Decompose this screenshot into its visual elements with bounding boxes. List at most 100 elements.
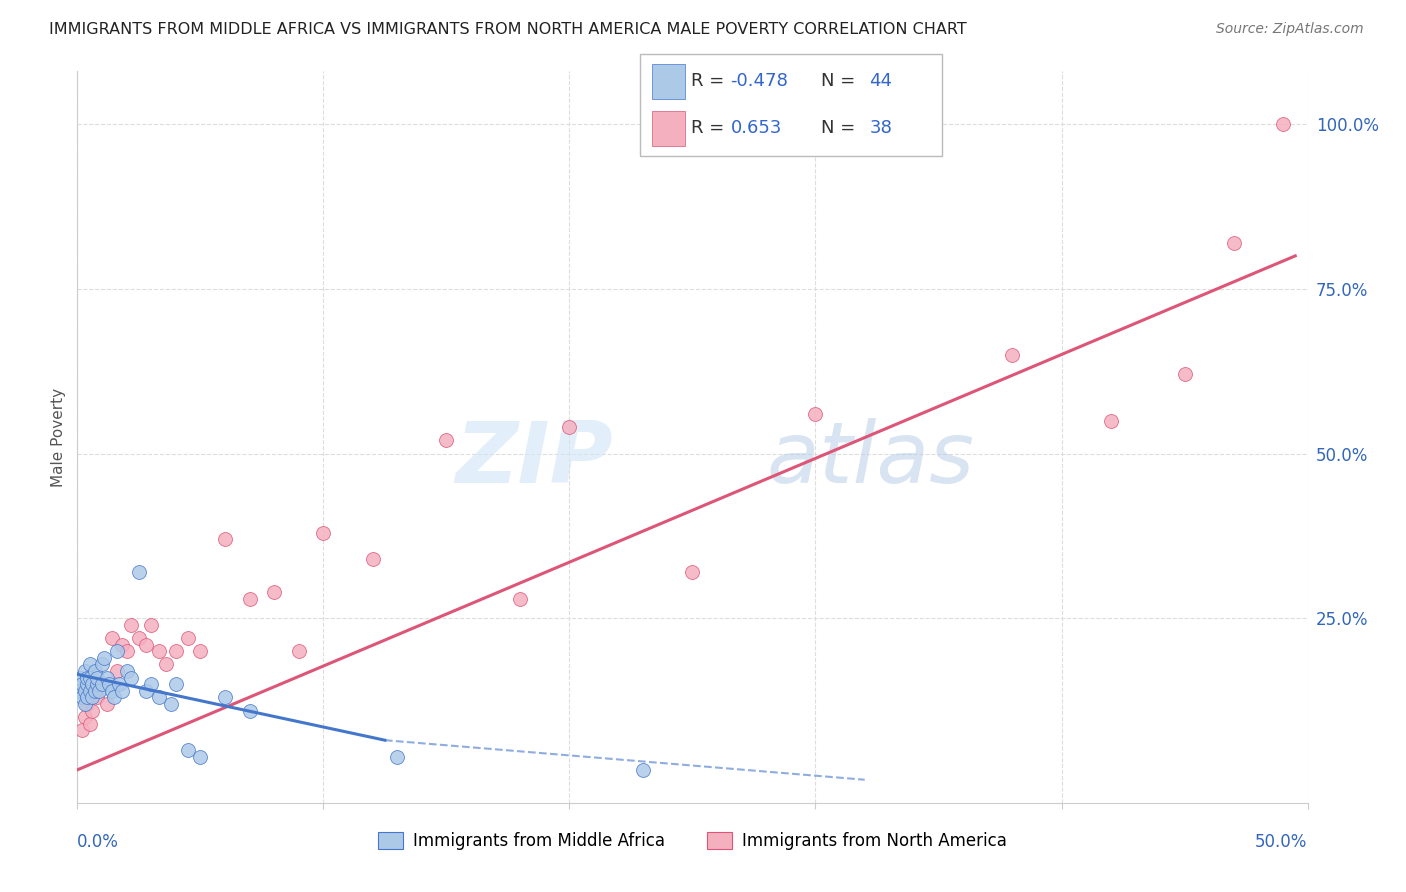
- Point: [361, 552, 384, 566]
- Text: Source: ZipAtlas.com: Source: ZipAtlas.com: [1216, 22, 1364, 37]
- Point: [79, 683, 101, 698]
- Point: [633, 763, 655, 777]
- Point: [135, 638, 157, 652]
- Point: [148, 644, 170, 658]
- FancyBboxPatch shape: [640, 54, 942, 156]
- Point: [90, 677, 114, 691]
- Point: [121, 618, 143, 632]
- Point: [239, 704, 262, 718]
- Point: [86, 671, 108, 685]
- Point: [73, 664, 96, 678]
- Point: [70, 677, 93, 691]
- Point: [69, 683, 91, 698]
- Point: [90, 677, 114, 691]
- Point: [165, 644, 187, 658]
- Point: [804, 407, 827, 421]
- Point: [98, 677, 121, 691]
- Point: [385, 749, 409, 764]
- Text: 38: 38: [869, 120, 893, 137]
- Point: [128, 565, 150, 579]
- Text: R =: R =: [692, 120, 730, 137]
- Point: [263, 585, 285, 599]
- Text: N =: N =: [821, 72, 860, 90]
- Point: [96, 697, 118, 711]
- Point: [1223, 235, 1246, 250]
- Point: [73, 697, 96, 711]
- Text: 0.653: 0.653: [731, 120, 782, 137]
- Point: [79, 716, 101, 731]
- Point: [214, 690, 236, 705]
- Text: 50.0%: 50.0%: [1256, 833, 1308, 851]
- Point: [101, 683, 124, 698]
- Point: [214, 533, 236, 547]
- Point: [177, 631, 200, 645]
- Point: [1272, 117, 1295, 131]
- Text: R =: R =: [692, 72, 730, 90]
- Point: [135, 683, 157, 698]
- Point: [188, 644, 212, 658]
- Point: [128, 631, 150, 645]
- Point: [86, 690, 108, 705]
- Point: [148, 690, 170, 705]
- Point: [509, 591, 531, 606]
- Text: 0.0%: 0.0%: [77, 833, 120, 851]
- Point: [165, 677, 187, 691]
- Point: [76, 697, 98, 711]
- Bar: [652, 111, 685, 145]
- Point: [558, 420, 581, 434]
- Point: [141, 677, 163, 691]
- Point: [101, 631, 124, 645]
- Point: [155, 657, 177, 672]
- Point: [76, 671, 98, 685]
- Text: -0.478: -0.478: [731, 72, 789, 90]
- Point: [79, 671, 101, 685]
- Point: [105, 644, 128, 658]
- Point: [111, 683, 132, 698]
- Legend: Immigrants from Middle Africa, Immigrants from North America: Immigrants from Middle Africa, Immigrant…: [371, 825, 1014, 856]
- Text: N =: N =: [821, 120, 860, 137]
- Point: [73, 710, 96, 724]
- Point: [160, 697, 183, 711]
- Text: atlas: atlas: [766, 417, 974, 500]
- Point: [1001, 348, 1024, 362]
- Point: [76, 677, 98, 691]
- Point: [79, 657, 101, 672]
- Point: [115, 644, 138, 658]
- Point: [82, 677, 104, 691]
- Point: [76, 690, 98, 705]
- Point: [177, 743, 200, 757]
- Point: [90, 657, 114, 672]
- Point: [288, 644, 311, 658]
- Point: [239, 591, 262, 606]
- Point: [188, 749, 212, 764]
- Point: [86, 677, 108, 691]
- Point: [89, 683, 111, 698]
- Point: [436, 434, 458, 448]
- Bar: [652, 64, 685, 99]
- Point: [83, 664, 105, 678]
- Text: 44: 44: [869, 72, 893, 90]
- Text: IMMIGRANTS FROM MIDDLE AFRICA VS IMMIGRANTS FROM NORTH AMERICA MALE POVERTY CORR: IMMIGRANTS FROM MIDDLE AFRICA VS IMMIGRA…: [49, 22, 967, 37]
- Point: [108, 677, 131, 691]
- Point: [115, 664, 138, 678]
- Point: [70, 723, 93, 738]
- Point: [70, 690, 93, 705]
- Y-axis label: Male Poverty: Male Poverty: [51, 387, 66, 487]
- Point: [73, 683, 96, 698]
- Point: [82, 690, 104, 705]
- Point: [83, 683, 105, 698]
- Point: [312, 525, 335, 540]
- Point: [96, 671, 118, 685]
- Point: [682, 565, 704, 579]
- Point: [121, 671, 143, 685]
- Point: [105, 664, 128, 678]
- Text: ZIP: ZIP: [456, 417, 613, 500]
- Point: [1099, 414, 1122, 428]
- Point: [83, 683, 105, 698]
- Point: [1174, 368, 1197, 382]
- Point: [141, 618, 163, 632]
- Point: [69, 671, 91, 685]
- Point: [93, 650, 115, 665]
- Point: [82, 704, 104, 718]
- Point: [103, 690, 125, 705]
